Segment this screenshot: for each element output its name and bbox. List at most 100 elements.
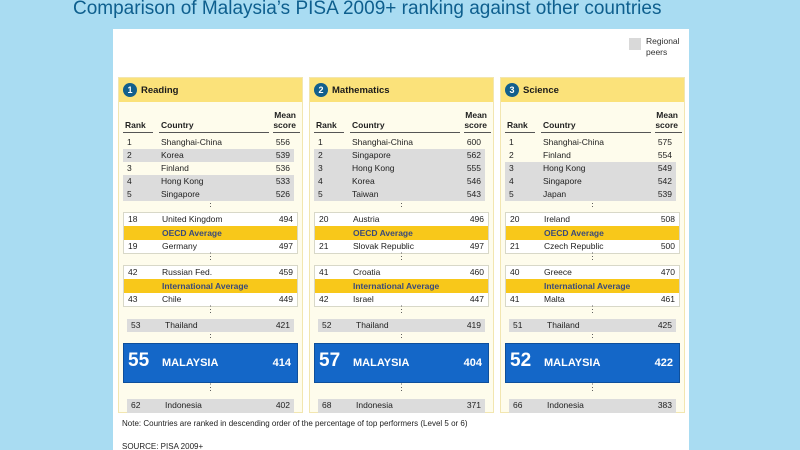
score-cell: 494 <box>278 214 293 224</box>
oecd-average-label: OECD Average <box>315 226 488 240</box>
score-cell: 419 <box>466 320 481 330</box>
panel-title: Mathematics <box>332 84 390 96</box>
malaysia-score: 404 <box>463 357 482 369</box>
top-five: 1 Shanghai-China 556 2 Korea 539 3 Finland 536 4 H… <box>119 136 302 201</box>
number-badge-icon: 2 <box>314 83 328 97</box>
country-cell: Finland <box>543 150 571 160</box>
score-cell: 496 <box>469 214 484 224</box>
malaysia-rank: 57 <box>319 350 341 371</box>
number-badge-icon: 1 <box>123 83 137 97</box>
ellipsis: ⋮ <box>588 382 597 392</box>
score-cell: 383 <box>657 400 672 410</box>
table-row: 41 Malta 461 <box>506 293 679 306</box>
table-row: 5 Taiwan 543 <box>314 188 485 201</box>
rank-cell: 20 <box>319 214 329 224</box>
rank-cell: 1 <box>509 137 514 147</box>
header-rule <box>350 132 460 133</box>
header-rule <box>464 132 491 133</box>
panel-header: 3 Science <box>501 78 684 102</box>
table-row: 4 Korea 546 <box>314 175 485 188</box>
indonesia-row: 66 Indonesia 383 <box>509 399 676 413</box>
country-cell: Hong Kong <box>543 163 586 173</box>
country-cell: Austria <box>353 214 380 224</box>
malaysia-label: MALAYSIA <box>353 357 410 369</box>
score-cell: 497 <box>469 241 484 251</box>
malaysia-label: MALAYSIA <box>162 357 219 369</box>
country-cell: Japan <box>543 189 567 199</box>
table-row: 4 Hong Kong 533 <box>123 175 294 188</box>
score-cell: 371 <box>466 400 481 410</box>
header-rule <box>123 132 153 133</box>
rank-header: Rank <box>507 120 528 130</box>
rank-cell: 5 <box>509 189 514 199</box>
header-rule <box>314 132 344 133</box>
country-cell: Singapore <box>543 176 582 186</box>
score-cell: 447 <box>469 294 484 304</box>
header-rule <box>273 132 300 133</box>
oecd-average-box: 20 Austria 496 OECD Average 21 Slovak Repub… <box>314 212 489 254</box>
table-row: 2 Singapore 562 <box>314 149 485 162</box>
country-cell: Singapore <box>352 150 391 160</box>
rank-cell: 2 <box>318 150 323 160</box>
table-row: 1 Shanghai-China 600 <box>314 136 485 149</box>
country-cell: United Kingdom <box>162 214 223 224</box>
number-badge-icon: 3 <box>505 83 519 97</box>
score-cell: 539 <box>275 150 290 160</box>
table-row: 42 Russian Fed. 459 <box>124 266 297 279</box>
score-cell: 536 <box>275 163 290 173</box>
country-cell: Thailand <box>547 320 580 330</box>
table-row: 41 Croatia 460 <box>315 266 488 279</box>
rank-cell: 42 <box>319 294 329 304</box>
malaysia-rank: 52 <box>510 350 532 371</box>
rank-cell: 19 <box>128 241 138 251</box>
score-cell: 470 <box>660 267 675 277</box>
rank-cell: 1 <box>318 137 323 147</box>
country-cell: Shanghai-China <box>352 137 413 147</box>
rank-header: Rank <box>316 120 337 130</box>
rank-cell: 51 <box>513 320 523 330</box>
score-cell: 543 <box>466 189 481 199</box>
international-average-label: International Average <box>506 279 679 293</box>
rank-cell: 52 <box>322 320 332 330</box>
score-cell: 555 <box>466 163 481 173</box>
country-cell: Korea <box>352 176 375 186</box>
table-row: 43 Chile 449 <box>124 293 297 306</box>
panel-header: 1 Reading <box>119 78 302 102</box>
score-cell: 546 <box>466 176 481 186</box>
country-cell: Russian Fed. <box>162 267 213 277</box>
score-cell: 425 <box>657 320 672 330</box>
table-row: 1 Shanghai-China 575 <box>505 136 676 149</box>
country-cell: Finland <box>161 163 189 173</box>
ellipsis: ⋮ <box>588 251 597 261</box>
oecd-average-box: 20 Ireland 508 OECD Average 21 Czech Republ… <box>505 212 680 254</box>
ellipsis: ⋮ <box>206 382 215 392</box>
score-cell: 575 <box>657 137 672 147</box>
score-cell: 526 <box>275 189 290 199</box>
score-cell: 460 <box>469 267 484 277</box>
rank-cell: 4 <box>509 176 514 186</box>
country-cell: Shanghai-China <box>161 137 222 147</box>
table-row: 4 Singapore 542 <box>505 175 676 188</box>
score-cell: 539 <box>657 189 672 199</box>
ellipsis: ⋮ <box>397 251 406 261</box>
rank-cell: 62 <box>131 400 141 410</box>
header-rule <box>655 132 682 133</box>
rank-cell: 5 <box>127 189 132 199</box>
score-cell: 500 <box>660 241 675 251</box>
rank-cell: 43 <box>128 294 138 304</box>
page-title: Comparison of Malaysia’s PISA 2009+ rank… <box>73 0 662 19</box>
country-cell: Taiwan <box>352 189 379 199</box>
score-cell: 554 <box>657 150 672 160</box>
table-row: 2 Finland 554 <box>505 149 676 162</box>
table-row: 2 Korea 539 <box>123 149 294 162</box>
rank-cell: 1 <box>127 137 132 147</box>
panel-title: Science <box>523 84 559 96</box>
column-headers: Rank Country Mean score <box>123 106 300 133</box>
rank-cell: 41 <box>510 294 520 304</box>
score-header: Mean score <box>273 110 296 130</box>
table-row: 3 Finland 536 <box>123 162 294 175</box>
country-header: Country <box>352 120 385 130</box>
malaysia-score: 422 <box>654 357 673 369</box>
panel-title: Reading <box>141 84 179 96</box>
table-row: 20 Ireland 508 <box>506 213 679 226</box>
